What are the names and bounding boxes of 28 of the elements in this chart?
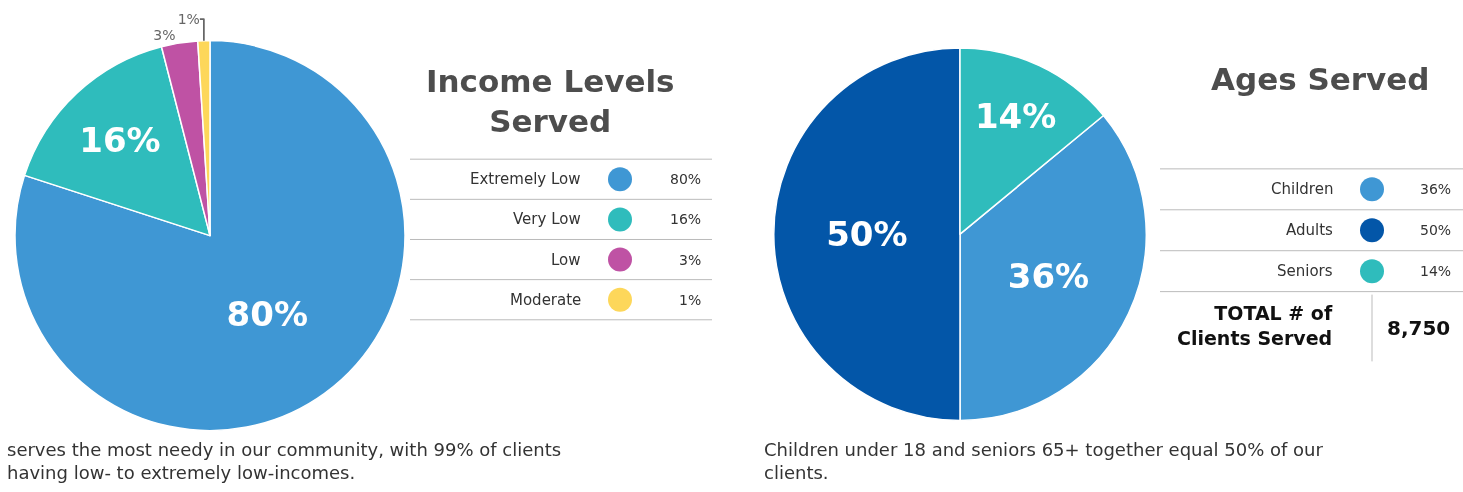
data-label: 36% [1007,255,1090,296]
text: 14% [1420,263,1452,279]
text: 16% [670,211,702,227]
data-label: 14% [974,95,1057,136]
text: serves the most needy in our community, with 99% of clients having low- to extremely low-incomes. [7,439,562,484]
data-label: 3% [153,27,176,44]
chart-title: Ages Served [1211,61,1430,97]
text: 1% [679,292,702,308]
text: 36% [1420,181,1452,197]
legend-label: Adults [1286,221,1334,239]
legend-label: Moderate [510,291,582,309]
data-label: 80% [226,294,308,335]
data-label: 16% [79,119,161,160]
text: TOTAL # of Clients Served [1177,302,1333,349]
text: 50% [1420,222,1452,238]
text: Children under 18 and seniors 65+ together equal 50% of our clients. [764,439,1324,484]
legend-label: Extremely Low [470,170,581,188]
data-label: 50% [826,214,908,255]
legend-label: Children [1271,180,1334,198]
legend-label: Very Low [513,210,581,228]
text: Income Levels Served [426,63,675,140]
text: 80% [670,171,702,187]
data-label: 1% [177,11,200,28]
pie-slice [14,39,406,432]
legend-label: Low [551,251,581,269]
legend-label: Seniors [1277,262,1333,280]
text: 3% [679,252,702,268]
text: 8,750 [1387,316,1451,340]
